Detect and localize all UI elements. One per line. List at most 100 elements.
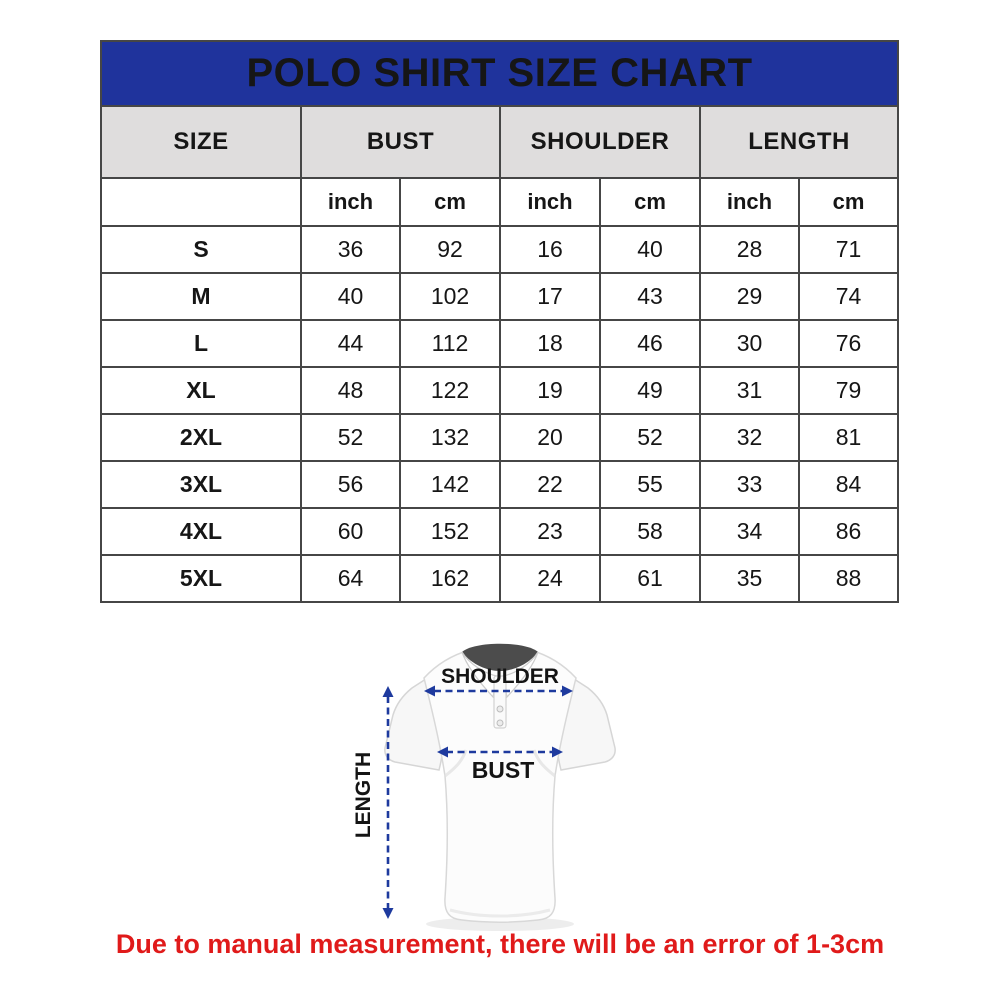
cell-length-inch: 33	[699, 460, 800, 509]
page-title: POLO SHIRT SIZE CHART	[99, 40, 900, 107]
table-row-s: S 36 92 16 40 28 71	[100, 225, 900, 274]
cell-shoulder-cm: 55	[599, 460, 701, 509]
col-header-length: LENGTH	[698, 105, 900, 179]
cell-length-inch: 34	[699, 507, 800, 556]
cell-bust-cm: 112	[399, 319, 501, 368]
cell-bust-inch: 36	[300, 225, 401, 274]
unit-header-bust-cm: cm	[399, 177, 501, 227]
cell-length-inch: 35	[699, 554, 800, 603]
unit-header-length-cm: cm	[797, 177, 900, 227]
cell-bust-cm: 92	[399, 225, 501, 274]
size-label: 3XL	[100, 460, 302, 509]
bust-label: BUST	[472, 757, 535, 783]
shirt-shading-left	[444, 749, 468, 778]
col-header-size: SIZE	[100, 105, 302, 179]
cell-shoulder-cm: 49	[599, 366, 701, 415]
cell-shoulder-cm: 43	[599, 272, 701, 321]
cell-shoulder-cm: 61	[599, 554, 701, 603]
size-label: 4XL	[100, 507, 302, 556]
measurement-disclaimer: Due to manual measurement, there will be…	[115, 929, 885, 959]
shoulder-label: SHOULDER	[441, 665, 559, 688]
cell-bust-cm: 142	[399, 460, 501, 509]
polo-shirt-illustration: SHOULDER BUST LENGTH	[352, 643, 616, 931]
cell-shoulder-inch: 18	[499, 319, 601, 368]
col-header-shoulder: SHOULDER	[499, 105, 701, 179]
cell-bust-inch: 52	[300, 413, 401, 462]
length-arrowhead-top	[382, 686, 394, 697]
size-label: XL	[100, 366, 302, 415]
title-row: POLO SHIRT SIZE CHART	[99, 40, 900, 107]
cell-length-cm: 74	[797, 272, 900, 321]
cell-bust-inch: 64	[300, 554, 401, 603]
cell-length-inch: 30	[699, 319, 800, 368]
cell-bust-inch: 60	[300, 507, 401, 556]
cell-shoulder-cm: 46	[599, 319, 701, 368]
cell-shoulder-cm: 52	[599, 413, 701, 462]
size-label: 2XL	[100, 413, 302, 462]
cell-length-cm: 88	[797, 554, 900, 603]
cell-length-cm: 79	[797, 366, 900, 415]
cell-length-cm: 76	[797, 319, 900, 368]
cell-length-cm: 86	[797, 507, 900, 556]
column-header-row: SIZE BUST SHOULDER LENGTH	[100, 105, 900, 179]
unit-header-row: inch cm inch cm inch cm	[100, 177, 900, 227]
collar-opening-icon	[462, 643, 538, 671]
cell-bust-inch: 44	[300, 319, 401, 368]
shoulder-arrowhead-right	[562, 685, 573, 697]
table-row-l: L 44 112 18 46 30 76	[100, 319, 900, 368]
size-label: S	[100, 225, 302, 274]
cell-shoulder-cm: 58	[599, 507, 701, 556]
placket-icon	[493, 675, 507, 729]
table-row-m: M 40 102 17 43 29 74	[100, 272, 900, 321]
cell-shoulder-cm: 40	[599, 225, 701, 274]
cell-length-inch: 29	[699, 272, 800, 321]
cell-length-inch: 32	[699, 413, 800, 462]
cell-shoulder-inch: 24	[499, 554, 601, 603]
cell-length-cm: 84	[797, 460, 900, 509]
size-label: M	[100, 272, 302, 321]
cell-shoulder-inch: 20	[499, 413, 601, 462]
shirt-shading-right	[532, 749, 556, 778]
length-label: LENGTH	[352, 752, 375, 838]
cell-bust-cm: 162	[399, 554, 501, 603]
cell-shoulder-inch: 23	[499, 507, 601, 556]
cell-bust-inch: 56	[300, 460, 401, 509]
length-arrowhead-bottom	[382, 908, 394, 919]
cell-bust-cm: 132	[399, 413, 501, 462]
cell-shoulder-inch: 16	[499, 225, 601, 274]
table-row-3xl: 3XL 56 142 22 55 33 84	[100, 460, 900, 509]
size-chart-table: POLO SHIRT SIZE CHART SIZE BUST SHOULDER…	[99, 40, 900, 603]
shoulder-arrowhead-left	[424, 685, 435, 697]
cell-length-inch: 28	[699, 225, 800, 274]
bust-arrowhead-right	[552, 746, 563, 758]
cell-length-cm: 81	[797, 413, 900, 462]
cell-length-inch: 31	[699, 366, 800, 415]
cell-length-cm: 71	[797, 225, 900, 274]
cell-bust-cm: 152	[399, 507, 501, 556]
size-label: L	[100, 319, 302, 368]
size-label: 5XL	[100, 554, 302, 603]
unit-header-shoulder-cm: cm	[599, 177, 701, 227]
unit-header-shoulder-inch: inch	[499, 177, 601, 227]
shirt-hem-shading	[449, 908, 551, 918]
cell-bust-cm: 122	[399, 366, 501, 415]
table-row-xl: XL 48 122 19 49 31 79	[100, 366, 900, 415]
table-row-5xl: 5XL 64 162 24 61 35 88	[100, 554, 900, 603]
col-header-bust: BUST	[300, 105, 501, 179]
cell-bust-cm: 102	[399, 272, 501, 321]
unit-header-length-inch: inch	[699, 177, 800, 227]
cell-shoulder-inch: 19	[499, 366, 601, 415]
cell-shoulder-inch: 17	[499, 272, 601, 321]
measurement-diagram: SHOULDER BUST LENGTH	[350, 638, 650, 938]
placket-button-bottom	[496, 719, 504, 727]
cell-shoulder-inch: 22	[499, 460, 601, 509]
table-row-4xl: 4XL 60 152 23 58 34 86	[100, 507, 900, 556]
placket-button-top	[496, 705, 504, 713]
unit-blank-cell	[100, 177, 302, 227]
bust-arrowhead-left	[437, 746, 448, 758]
unit-header-bust-inch: inch	[300, 177, 401, 227]
table-row-2xl: 2XL 52 132 20 52 32 81	[100, 413, 900, 462]
cell-bust-inch: 40	[300, 272, 401, 321]
cell-bust-inch: 48	[300, 366, 401, 415]
